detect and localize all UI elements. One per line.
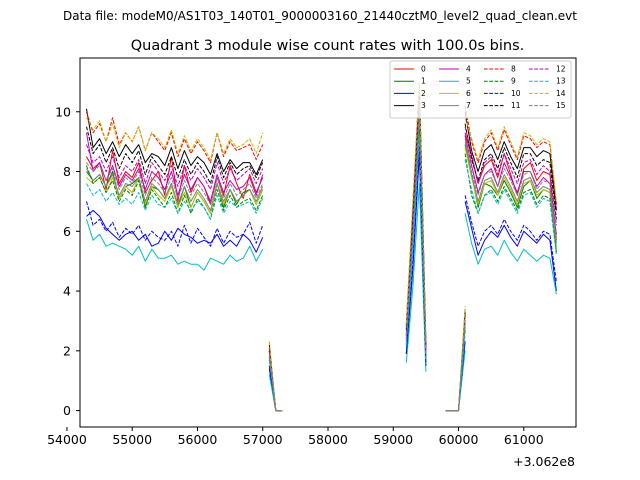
x-tick-label-54000: 54000: [47, 432, 87, 447]
y-tick-label-6: 6: [63, 224, 71, 239]
y-tick-label-4: 4: [63, 284, 71, 299]
series-10-segment-0: [86, 201, 264, 247]
series-15-segment-3: [445, 320, 466, 412]
y-tick-label-10: 10: [55, 104, 71, 119]
legend-label-12: 12: [556, 65, 566, 74]
x-tick-label-55000: 55000: [112, 432, 152, 447]
series-9-segment-4: [464, 153, 557, 253]
series-7-segment-0: [86, 168, 264, 211]
series-5-segment-4: [464, 213, 557, 295]
x-tick-label-56000: 56000: [178, 432, 218, 447]
chart-title: Quadrant 3 module wise count rates with …: [131, 38, 525, 54]
legend-label-4: 4: [466, 65, 471, 74]
x-tick-label-60000: 60000: [439, 432, 479, 447]
y-tick-label-2: 2: [63, 343, 71, 358]
plot-lines: [86, 81, 557, 412]
legend-label-3: 3: [421, 101, 426, 110]
series-11-segment-0: [86, 126, 264, 184]
series-9-segment-0: [86, 165, 264, 220]
series-1-segment-4: [464, 144, 557, 253]
legend-label-11: 11: [511, 101, 521, 110]
axes: 54000 55000 56000 57000 58000 59000 60000 61000…: [47, 57, 577, 447]
legend-label-7: 7: [466, 101, 471, 110]
legend-label-6: 6: [466, 89, 471, 98]
series-4-segment-4: [464, 135, 557, 235]
x-offset-label: +3.062e8: [513, 454, 575, 469]
y-tick-label-8: 8: [63, 164, 71, 179]
legend-label-15: 15: [556, 101, 566, 110]
legend-label-9: 9: [511, 77, 516, 86]
series-3-segment-4: [464, 111, 557, 211]
series-13-segment-4: [464, 159, 557, 256]
series-6-segment-4: [464, 147, 557, 247]
legend-label-8: 8: [511, 65, 516, 74]
series-15-segment-0: [86, 162, 264, 205]
series-2-segment-0: [86, 209, 264, 253]
x-tick-label-58000: 58000: [308, 432, 348, 447]
legend-label-1: 1: [421, 77, 426, 86]
legend-label-13: 13: [556, 77, 566, 86]
series-4-segment-0: [86, 132, 264, 202]
x-tick-label-61000: 61000: [504, 432, 544, 447]
series-15: [86, 108, 557, 412]
series-8-segment-0: [86, 111, 264, 164]
series-14-segment-0: [86, 117, 264, 161]
legend-label-0: 0: [421, 65, 426, 74]
suptitle: Data file: modeM0/AS1T03_140T01_90000031…: [63, 9, 577, 23]
series-12-segment-0: [86, 144, 264, 190]
legend-label-10: 10: [511, 89, 521, 98]
series-12-segment-4: [464, 126, 557, 226]
series-15-segment-1: [268, 353, 283, 412]
series-11-segment-4: [464, 123, 557, 220]
series-10-segment-4: [464, 195, 557, 283]
x-tick-label-57000: 57000: [243, 432, 283, 447]
series-14-segment-1: [268, 341, 283, 412]
series-5: [86, 183, 557, 412]
x-tick-label-59000: 59000: [373, 432, 413, 447]
series-5-segment-0: [86, 219, 264, 271]
series-14-segment-2: [405, 81, 427, 342]
legend-label-5: 5: [466, 77, 471, 86]
y-tick-label-0: 0: [63, 403, 71, 418]
series-13-segment-0: [86, 183, 264, 220]
series-5-segment-2: [405, 183, 427, 372]
series-14-segment-4: [464, 117, 557, 202]
series-13-segment-2: [405, 135, 427, 360]
legend-label-2: 2: [421, 89, 426, 98]
legend-box: [389, 60, 572, 119]
series-2-segment-4: [464, 201, 557, 292]
legend-label-14: 14: [556, 89, 566, 98]
series-7-segment-4: [464, 141, 557, 244]
series-15-segment-4: [464, 138, 557, 238]
series-8-segment-4: [464, 105, 557, 205]
series-15-segment-2: [405, 108, 427, 354]
series-3-segment-0: [86, 108, 264, 175]
